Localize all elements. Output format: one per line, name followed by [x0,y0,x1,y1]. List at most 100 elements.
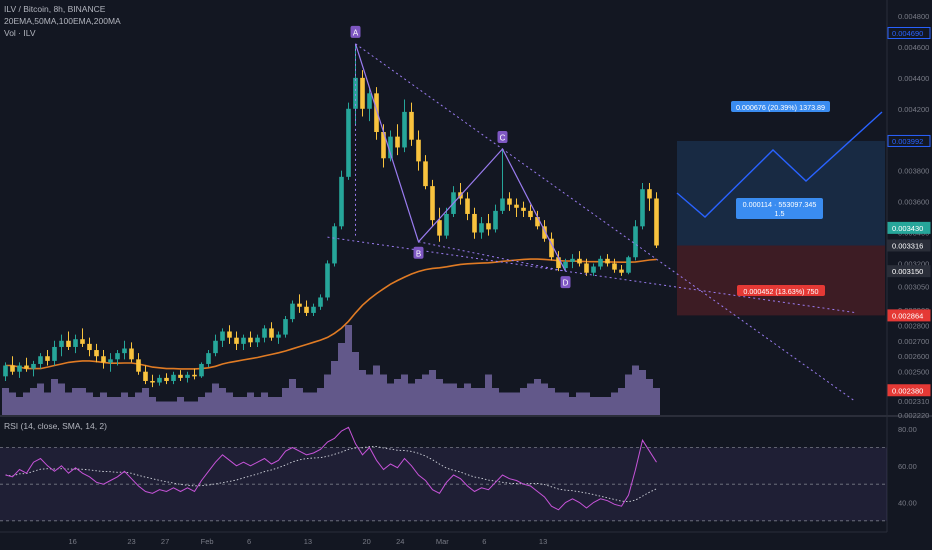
target-label: 0.000676 (20.39%) 1373.89 [736,103,825,112]
volume-bar [394,379,401,415]
volume-bar [464,383,471,415]
candle-body [66,340,71,347]
candle-body [108,359,113,363]
candle-body [164,377,169,381]
ma-indicator-label: 20EMA,50MA,100EMA,200MA [4,16,121,26]
candle-body [402,111,407,148]
price-tag [887,27,931,40]
volume-bar [177,397,184,415]
projection-path [676,111,883,218]
volume-bar [611,392,618,415]
candle-body [647,189,652,199]
volume-bar [135,392,142,415]
volume-bar [352,352,359,415]
volume-indicator-label: Vol · ILV [4,28,36,38]
volume-bar [275,397,282,415]
volume-bar [226,392,233,415]
candle-body [24,365,29,369]
candle-body [325,263,330,298]
volume-bar [401,374,408,415]
volume-bar [296,388,303,415]
rsi-sma-line [5,446,657,503]
target-label-box [731,101,830,112]
candle-body [430,186,435,221]
volume-bar [548,388,555,415]
candle-body [220,331,225,341]
volume-bar [485,374,492,415]
candle-body [640,189,645,227]
candle-body [31,363,36,369]
candle-body [122,348,127,354]
volume-bar [338,343,345,415]
price-tick-label: 0.002600 [898,352,929,361]
candle-body [192,374,197,377]
candle-body [619,269,624,273]
volume-bar [205,392,212,415]
candle-body [304,306,309,313]
rsi-indicator-label: RSI (14, close, SMA, 14, 2) [4,421,107,431]
volume-bar [646,379,653,415]
ema-line [5,258,657,370]
pattern-point-label: A [353,28,359,37]
volume-bar [569,397,576,415]
candle-body [514,204,519,208]
candle-body [241,337,246,344]
candle-body [3,365,8,377]
candle-body [353,77,358,109]
volume-bar [219,388,226,415]
candle-body [213,340,218,354]
candle-body [199,363,204,377]
volume-bar [65,392,72,415]
rsi-tick-label: 80.00 [898,425,917,434]
candle-body [276,334,281,338]
candle-body [542,226,547,239]
candle-body [423,161,428,187]
candle-body [339,176,344,227]
candle-body [388,136,393,159]
volume-bar [499,392,506,415]
candle-body [465,198,470,214]
pattern-point-label: D [563,279,569,288]
abcd-pattern-line [354,43,567,272]
price-tick-label: 0.003200 [898,259,929,268]
volume-bar [422,374,429,415]
volume-bar [72,388,79,415]
candle-body [612,263,617,270]
candle-body [17,365,22,372]
price-tick-label: 0.004400 [898,74,929,83]
pattern-point-marker [350,25,361,38]
stop-label-box [737,285,825,296]
candle-body [38,356,43,364]
volume-bar [198,397,205,415]
candle-body [171,374,176,381]
volume-bar [429,370,436,415]
candle-body [605,258,610,264]
volume-bar [415,379,422,415]
candle-body [262,328,267,338]
volume-bar [373,365,380,415]
volume-bar [562,392,569,415]
candle-body [136,359,141,372]
volume-bar [317,388,324,415]
volume-bar [100,392,107,415]
volume-bar [443,383,450,415]
candle-body [360,77,365,109]
volume-bar [527,383,534,415]
volume-bar [555,392,562,415]
volume-bar [387,383,394,415]
candle-body [549,238,554,258]
candle-body [395,136,400,148]
volume-bar [408,383,415,415]
candle-body [528,210,533,218]
time-tick-label: 6 [247,537,251,546]
candle-body [311,306,316,313]
volume-bar [114,397,121,415]
volume-bar [79,388,86,415]
volume-bar [107,397,114,415]
candle-body [633,226,638,258]
volume-bar [345,325,352,415]
candle-body [381,131,386,159]
candle-body [507,198,512,205]
candle-body [297,303,302,307]
